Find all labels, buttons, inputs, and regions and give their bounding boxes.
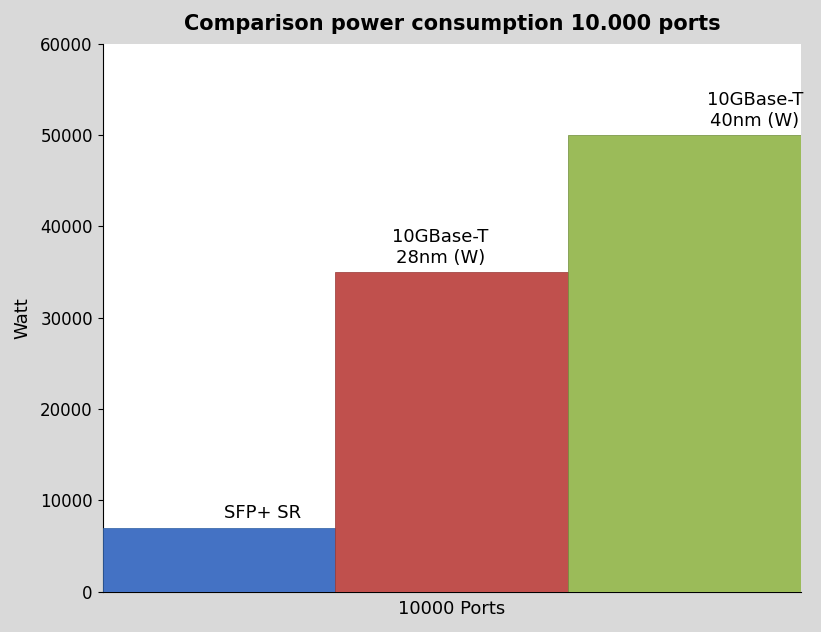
Text: SFP+ SR: SFP+ SR: [223, 504, 300, 523]
Bar: [336, 272, 568, 592]
Bar: [568, 135, 801, 592]
Title: Comparison power consumption 10.000 ports: Comparison power consumption 10.000 port…: [184, 14, 720, 34]
X-axis label: 10000 Ports: 10000 Ports: [398, 600, 506, 618]
Text: 10GBase-T
28nm (W): 10GBase-T 28nm (W): [392, 228, 488, 267]
Text: 10GBase-T
40nm (W): 10GBase-T 40nm (W): [707, 91, 803, 130]
Y-axis label: Watt: Watt: [14, 297, 32, 339]
Bar: [103, 528, 336, 592]
